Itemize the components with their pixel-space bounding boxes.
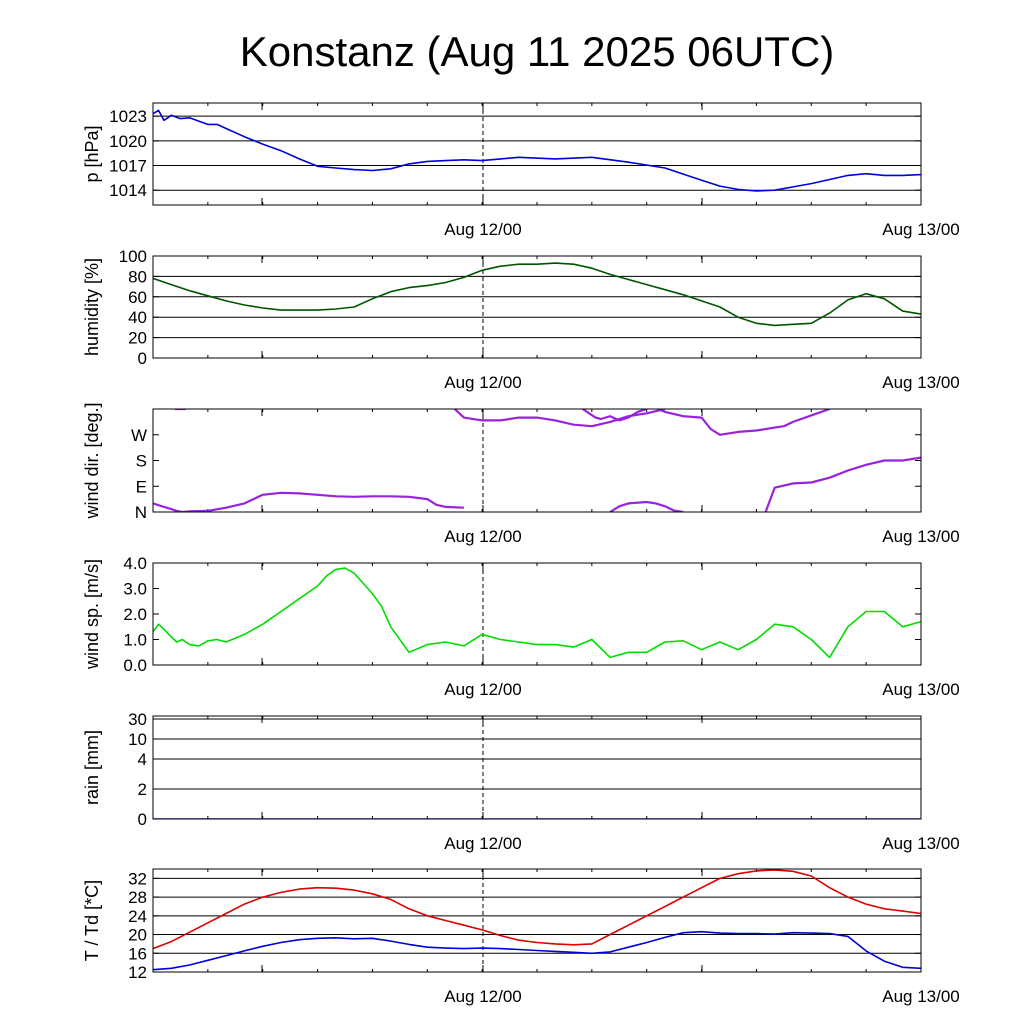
x-tick-label: Aug 13/00: [882, 987, 960, 1006]
x-tick-label: Aug 12/00: [444, 220, 522, 239]
y-tick-label: 3.0: [123, 580, 147, 599]
y-tick-label: 20: [128, 926, 147, 945]
y-tick-label: 2.0: [123, 605, 147, 624]
x-tick-label: Aug 13/00: [882, 680, 960, 699]
y-tick-label: 60: [128, 288, 147, 307]
y-tick-label: E: [136, 477, 147, 496]
y-axis-label: p [hPa]: [82, 125, 102, 182]
y-axis-label: rain [mm]: [82, 730, 102, 805]
panel-frame: [152, 102, 922, 206]
y-tick-label: 100: [119, 247, 147, 266]
y-tick-label: 80: [128, 267, 147, 286]
y-tick-label: 30: [128, 710, 147, 729]
x-tick-label: Aug 12/00: [444, 834, 522, 853]
y-tick-label: 1.0: [123, 631, 147, 650]
panel-wind_speed: 0.0 1.0 2.0 3.0 4.0 wind sp. [m/s] Aug 12/00 Au…: [82, 554, 960, 699]
x-tick-label: Aug 12/00: [444, 527, 522, 546]
y-axis-label: wind dir. [deg.]: [82, 402, 102, 519]
x-tick-label: Aug 13/00: [882, 527, 960, 546]
y-tick-label: 2: [138, 780, 147, 799]
series-line-1: [153, 109, 921, 192]
series-line-1: [153, 567, 921, 659]
y-tick-label: 0: [138, 349, 147, 368]
y-tick-label: S: [136, 452, 147, 471]
y-tick-label: 40: [128, 308, 147, 327]
panel-pressure: 1014 1017 1020 1023 p [hPa] Aug 12/00 Aug 13/0…: [82, 102, 960, 239]
y-tick-label: 4.0: [123, 554, 147, 573]
x-tick-label: Aug 13/00: [882, 834, 960, 853]
y-tick-label: 0: [138, 810, 147, 829]
data-layer: [153, 869, 921, 971]
y-tick-label: N: [135, 503, 147, 522]
series-line-1: [153, 262, 921, 327]
panel-frame: [152, 562, 922, 666]
x-tick-label: Aug 12/00: [444, 987, 522, 1006]
panel-frame: [152, 715, 922, 820]
y-tick-label: 10: [128, 730, 147, 749]
wind-dir-segment-7: [609, 500, 684, 512]
x-tick-label: Aug 13/00: [882, 373, 960, 392]
y-tick-label: 12: [128, 963, 147, 982]
x-tick-label: Aug 13/00: [882, 220, 960, 239]
wind-dir-segment-2: [153, 491, 464, 512]
y-tick-label: 24: [128, 907, 147, 926]
y-tick-label: 4: [138, 750, 147, 769]
y-axis-label: humidity [%]: [82, 258, 102, 356]
data-layer: [153, 567, 921, 659]
panel-frame: [152, 408, 922, 513]
series-line-2: [153, 930, 921, 971]
chart-title: Konstanz (Aug 11 2025 06UTC): [240, 28, 835, 75]
y-tick-label: 0.0: [123, 656, 147, 675]
y-tick-label: W: [131, 426, 147, 445]
wind-dir-segment-3: [453, 409, 666, 428]
data-layer: [153, 409, 921, 512]
wind-dir-segment-5: [657, 409, 830, 436]
x-tick-label: Aug 12/00: [444, 680, 522, 699]
y-tick-label: 1020: [109, 132, 147, 151]
series-line-1: [153, 869, 921, 950]
y-tick-label: 1017: [109, 157, 147, 176]
panel-frame: [152, 255, 922, 359]
data-layer: [153, 109, 921, 192]
y-tick-label: 1023: [109, 107, 147, 126]
data-layer: [153, 262, 921, 327]
x-tick-label: Aug 12/00: [444, 373, 522, 392]
y-tick-label: 16: [128, 944, 147, 963]
panel-frame: [152, 868, 922, 973]
y-tick-label: 1014: [109, 181, 147, 200]
y-axis-label: wind sp. [m/s]: [82, 559, 102, 670]
wind-dir-segment-6: [764, 456, 921, 512]
y-axis-label: T / Td [*C]: [82, 880, 102, 961]
y-tick-label: 32: [128, 869, 147, 888]
y-tick-label: 20: [128, 329, 147, 348]
y-tick-label: 28: [128, 888, 147, 907]
wind-dir-segment-4: [582, 409, 648, 422]
